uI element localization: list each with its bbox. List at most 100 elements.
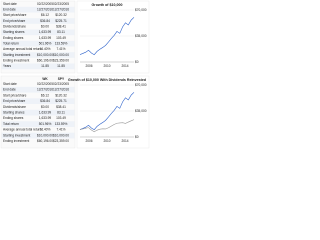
table-cell: 7.41% — [56, 128, 65, 132]
table-cell: $10,000.00 — [53, 53, 69, 57]
table-row-label: Start price/share — [3, 93, 27, 97]
table-row-bg — [1, 52, 75, 58]
y-tick-label: $70,000 — [135, 8, 147, 12]
table-cell: $120.32 — [55, 93, 67, 97]
table-cell: $0.00 — [41, 105, 49, 109]
table-row-label: End date — [3, 8, 16, 12]
y-tick-label: $70,000 — [135, 83, 147, 87]
table-row-label: Dividends/share — [3, 105, 26, 109]
table-row-label: Total return — [3, 122, 19, 126]
table-cell: 16.40% — [40, 128, 51, 132]
table-row-bg — [1, 86, 75, 93]
table-row-label: Starting investment — [3, 133, 30, 137]
table-cell: $36.84 — [40, 99, 50, 103]
table-row-label: Average annual total return — [3, 128, 42, 132]
table-cell: $120.32 — [55, 13, 67, 17]
table-cell: 1,633.99 — [39, 36, 52, 40]
table-row-label: Ending shares — [3, 36, 24, 40]
line — [79, 17, 135, 56]
table-cell: 02/22/2005 — [37, 2, 53, 6]
table-row-bg — [1, 29, 75, 36]
page: {"panels": [ {"table": {"rows": [ ["Star… — [0, 0, 150, 150]
table-header: SPY — [58, 77, 65, 81]
y-tick-label: $35,000 — [135, 109, 147, 113]
table-row-bg — [1, 40, 75, 47]
table-row-bg — [1, 18, 75, 24]
table-row-bg — [1, 6, 75, 13]
table-cell: $60,196.00 — [37, 139, 53, 143]
table-cell: 501.96% — [39, 42, 52, 46]
table-header: WK — [42, 77, 48, 81]
table-row-bg — [1, 132, 75, 139]
table-row-label: Total return — [3, 42, 19, 46]
table-row-label: Years — [3, 64, 11, 68]
x-tick-label: 2006 — [85, 64, 92, 68]
table-cell: 16.40% — [40, 47, 51, 51]
table-cell: 12/27/2016 — [53, 88, 69, 92]
x-tick-label: 2014 — [121, 139, 128, 143]
table-cell: $0.00 — [41, 25, 49, 29]
table-cell: 12/27/2016 — [37, 88, 53, 92]
table-row-label: End price/share — [3, 99, 26, 103]
table-cell: 1,633.99 — [39, 116, 52, 120]
table-row-bg — [1, 121, 75, 127]
table-bg — [0, 0, 76, 74]
table-cell: 02/22/2005 — [37, 82, 53, 86]
table-row-label: Starting shares — [3, 110, 25, 114]
table-cell: 133.59% — [55, 122, 68, 126]
table-cell: 11.85 — [41, 64, 49, 68]
table-row-label: Dividends/share — [3, 25, 26, 29]
chart-title: Growth of $10,000 — [92, 3, 123, 7]
table-row-label: Start price/share — [3, 13, 27, 17]
table-cell: 12/27/2016 — [37, 8, 53, 12]
chart-title: Growth of $10,000 With Dividends Reinves… — [68, 78, 146, 82]
table-cell: 7.41% — [56, 47, 65, 51]
line — [79, 92, 135, 131]
table-cell: $225.71 — [55, 99, 67, 103]
x-tick-label: 2010 — [103, 139, 110, 143]
table-cell: 02/23/2005 — [53, 2, 69, 6]
table-cell: $10,000.00 — [37, 53, 53, 57]
table-cell: 83.11 — [57, 110, 65, 114]
table-row-label: End date — [3, 88, 16, 92]
table-cell: 1,633.99 — [39, 110, 52, 114]
table-cell: 103.49 — [56, 36, 66, 40]
table-cell: $10,000.00 — [53, 133, 69, 137]
table-row-label: Start date — [3, 2, 17, 6]
table-cell: $6.12 — [41, 93, 49, 97]
table-cell: $60,196.00 — [37, 59, 53, 63]
table-row-label: End price/share — [3, 19, 26, 23]
table-row-label: Ending shares — [3, 116, 24, 120]
table-cell: 02/23/2005 — [53, 82, 69, 86]
y-tick-label: $0 — [135, 60, 139, 64]
x-tick-label: 2010 — [103, 64, 110, 68]
table-row-bg — [1, 63, 75, 70]
table-cell: $38.41 — [56, 25, 66, 29]
table-cell: $6.12 — [41, 13, 49, 17]
table-cell: 133.59% — [55, 42, 68, 46]
table-row-bg — [1, 109, 75, 116]
y-tick-label: $0 — [135, 135, 139, 139]
table-cell: $38.41 — [56, 105, 66, 109]
table-row-label: Start date — [3, 82, 17, 86]
table-row-label: Ending investment — [3, 139, 29, 143]
table-cell: 501.96% — [39, 122, 52, 126]
table-row-label: Ending investment — [3, 59, 29, 63]
table-cell: 1,633.99 — [39, 30, 52, 34]
y-tick-label: $35,000 — [135, 34, 147, 38]
x-tick-label: 2006 — [85, 139, 92, 143]
table-cell: 103.49 — [56, 116, 66, 120]
table-cell: $10,000.00 — [37, 133, 53, 137]
table-row-label: Starting investment — [3, 53, 30, 57]
table-cell: $225.71 — [55, 19, 67, 23]
table-cell: $23,359.00 — [53, 59, 69, 63]
table-row-bg — [1, 98, 75, 105]
line — [79, 119, 135, 133]
table-row-label: Average annual total return — [3, 47, 42, 51]
table-row-label: Starting shares — [3, 30, 25, 34]
table-cell: $36.84 — [40, 19, 50, 23]
table-cell: 11.85 — [57, 64, 65, 68]
table-cell: 12/27/2016 — [53, 8, 69, 12]
table-cell: $23,359.00 — [53, 139, 69, 143]
